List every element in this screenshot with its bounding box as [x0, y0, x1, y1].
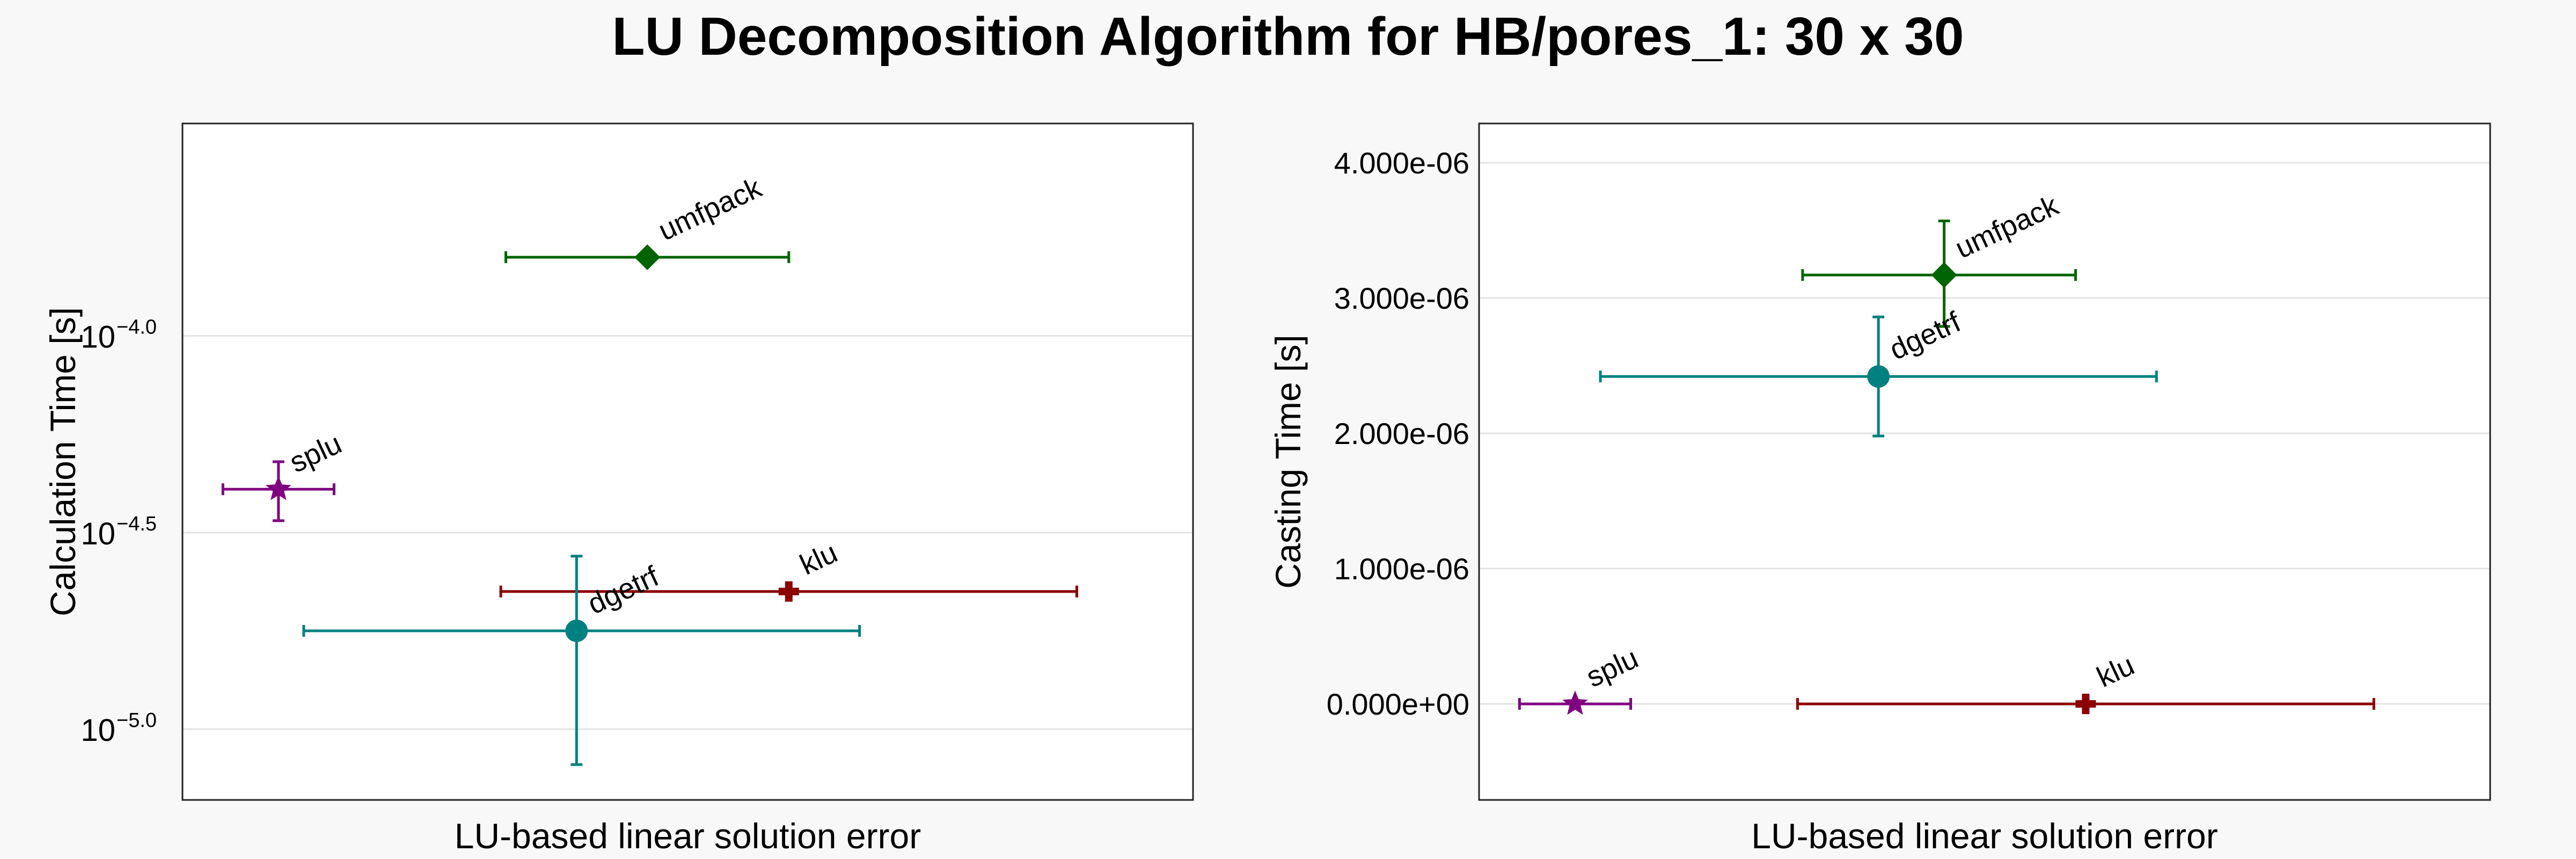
marker-diamond [1931, 262, 1957, 288]
marker-circle [1867, 365, 1890, 388]
chart-title: LU Decomposition Algorithm for HB/pores_… [612, 6, 1964, 67]
y-axis-label: Calculation Time [s] [43, 307, 83, 616]
plot-area [1479, 123, 2490, 800]
plot-frame [181, 122, 1194, 801]
y-tick-exponent: −5.0 [116, 709, 157, 732]
marker-circle [565, 620, 588, 642]
y-tick-label: 4.000e-06 [1334, 146, 1469, 180]
marker-cross [2075, 694, 2096, 715]
chart-panel-2: 0.000e+00 1.000e-06 2.000e-06 3.000e-06 4.00… [1268, 122, 2491, 856]
y-axis-label: Casting Time [s] [1268, 334, 1308, 588]
y-tick-exponent: −4.5 [116, 513, 157, 535]
marker-cross [778, 581, 799, 602]
marker-diamond [634, 244, 661, 271]
y-tick-label: 3.000e-06 [1334, 281, 1469, 315]
y-tick-label: 10 [80, 320, 115, 355]
y-tick-label: 10 [80, 516, 115, 551]
chart-panel-1: 10 −4.010 −4.510 −5.0LU-based linear soluti… [43, 122, 1194, 856]
plot-area [182, 123, 1193, 800]
plot-frame [1478, 122, 2491, 801]
x-axis-label: LU-based linear solution error [455, 816, 921, 856]
y-tick-exponent: −4.0 [116, 316, 157, 339]
y-tick-label: 10 [80, 713, 115, 748]
y-tick-label: 1.000e-06 [1334, 552, 1469, 586]
y-tick-label: 2.000e-06 [1334, 417, 1469, 450]
y-tick-label: 0.000e+00 [1327, 687, 1469, 721]
marker-star [266, 476, 291, 500]
x-axis-label: LU-based linear solution error [1751, 816, 2218, 856]
marker-star [1562, 690, 1588, 715]
